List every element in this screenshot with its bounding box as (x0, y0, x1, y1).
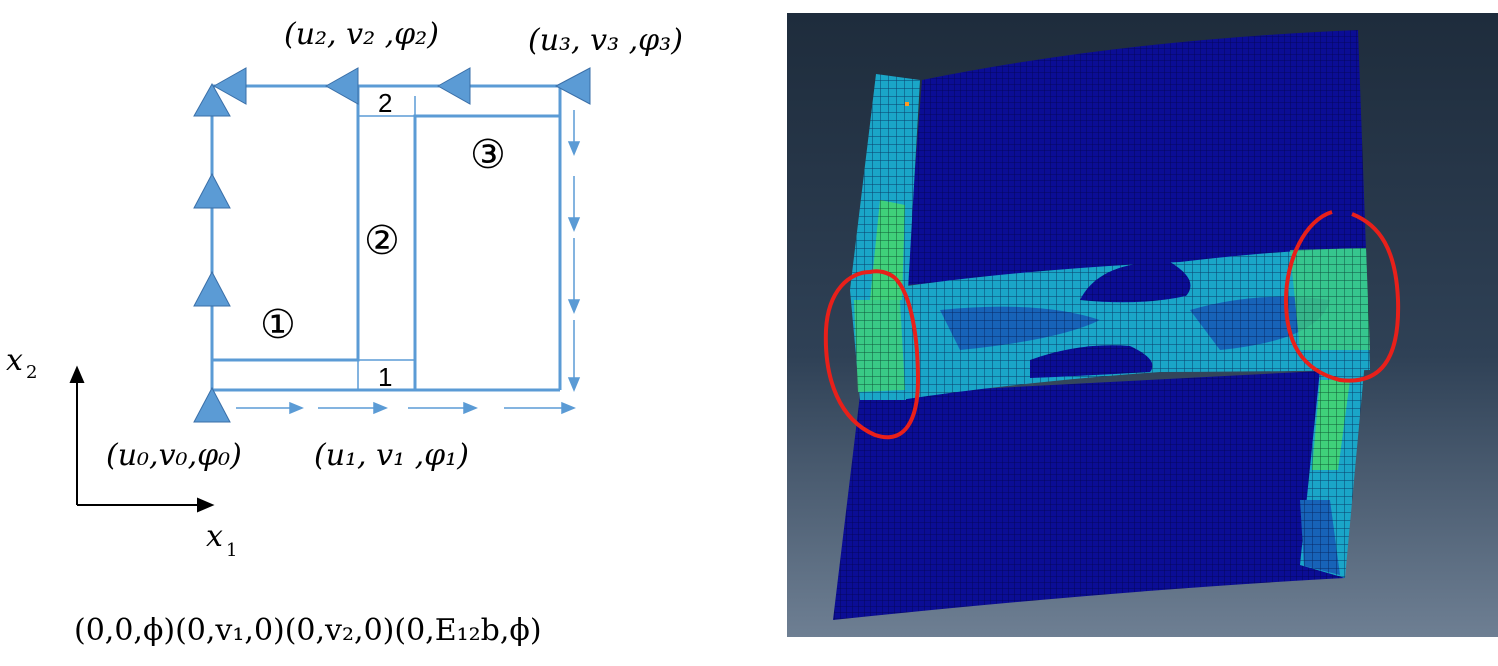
lower-plate-mesh (833, 370, 1345, 620)
triangle-left-icon (554, 67, 591, 105)
triangle-left-icon (436, 67, 471, 105)
joint-band-mesh (880, 248, 1370, 400)
axis-x2-subscript: 2 (26, 362, 37, 383)
triangle-left-icon (212, 67, 247, 105)
right-joint-hotspot (1290, 248, 1370, 350)
left-roller-supports (193, 82, 231, 423)
left-joint-highlight-circle (823, 269, 921, 439)
axis-x2-label: x (6, 343, 23, 378)
node-1-label: (u₁, v₁ ,φ₁) (314, 438, 469, 473)
arrow-down-icon (567, 217, 581, 232)
arrow-down-icon (567, 141, 581, 156)
max-stress-marker (905, 102, 909, 106)
arrow-right-icon (373, 401, 388, 415)
unit-cell-schematic (210, 84, 562, 392)
right-displacement-arrows (567, 110, 581, 392)
axis-x1-arrow-icon (197, 497, 215, 513)
arrow-right-icon (463, 401, 478, 415)
node-0-label: (u₀,v₀,φ₀) (106, 438, 242, 473)
band-mid-region-right (1190, 296, 1330, 350)
arrow-down-icon (567, 377, 581, 392)
right-joint-highlight-circle (1283, 210, 1401, 383)
triangle-left-icon (324, 67, 359, 105)
boundary-conditions-formula: (0,0,ϕ)(0,v₁,0)(0,v₂,0)(0,E₁₂b,ϕ) (74, 613, 542, 648)
arrow-right-icon (561, 401, 576, 415)
arrow-down-icon (567, 299, 581, 314)
coordinate-axes (69, 365, 215, 513)
axis-x1-subscript: 1 (226, 540, 237, 561)
top-roller-supports (212, 67, 591, 105)
band-notch-lower (1030, 345, 1153, 378)
triangle-up-icon (193, 386, 231, 423)
left-joint-hotspot (854, 300, 905, 392)
right-stiffener-lower (1300, 500, 1340, 575)
region-1-label: ① (260, 302, 296, 348)
node-3-label: (u₃, v₃ ,φ₃) (528, 23, 683, 58)
region-2-label: ② (364, 218, 400, 264)
node-2-label: (u₂, v₂ ,φ₂) (284, 17, 439, 52)
triangle-up-icon (193, 270, 231, 307)
band-mid-region (940, 306, 1100, 350)
region-3-label: ③ (470, 132, 506, 178)
strip-top-label: 2 (378, 88, 392, 118)
axis-x2-arrow-icon (69, 365, 85, 383)
right-stiffener-hotspot (1312, 380, 1350, 470)
triangle-up-icon (193, 172, 231, 209)
triangle-up-icon (193, 82, 231, 117)
bottom-displacement-arrows (236, 401, 576, 415)
axis-x1-label: x (206, 519, 223, 554)
upper-plate-mesh (906, 30, 1366, 285)
strip-bottom-label: 1 (378, 362, 392, 392)
arrow-right-icon (289, 401, 304, 415)
band-notch-upper (1080, 261, 1191, 303)
fea-contour-plot (787, 13, 1498, 637)
left-stiffener-hotspot (870, 200, 905, 300)
